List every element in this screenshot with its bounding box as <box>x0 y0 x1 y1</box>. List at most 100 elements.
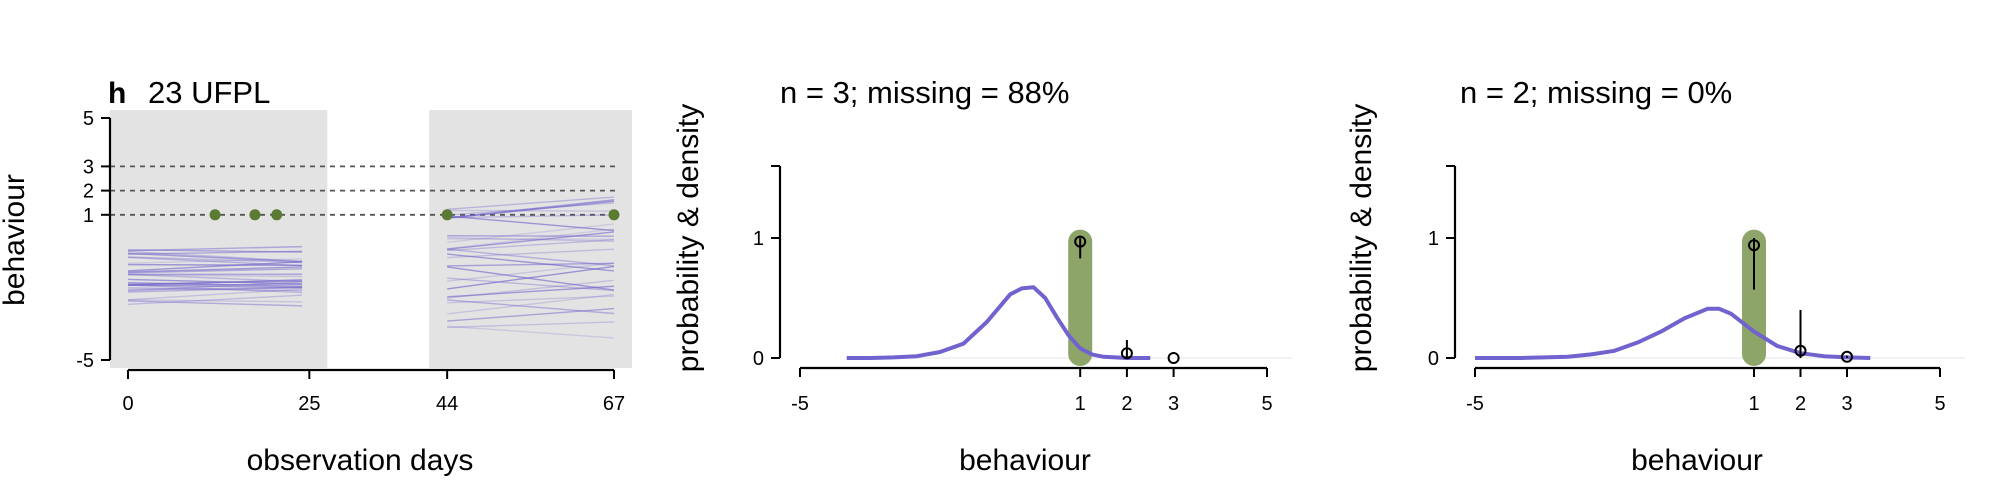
trajectory-line <box>127 256 303 267</box>
y-axis-title: probability & density <box>1345 104 1378 372</box>
observation-point <box>441 209 453 221</box>
x-tick-label: 0 <box>122 393 133 415</box>
panel-title: 23 UFPL <box>148 75 270 110</box>
y-tick-label: 2 <box>83 181 94 203</box>
trajectory-line <box>127 252 303 263</box>
x-tick-label: 44 <box>436 393 458 415</box>
y-tick-label: 0 <box>1428 348 1439 370</box>
trajectory-line <box>127 284 303 289</box>
trajectory-line <box>447 202 615 216</box>
trajectory-line <box>447 277 615 292</box>
density-curve <box>846 285 1151 360</box>
trajectory-line <box>127 287 303 292</box>
trajectory-line <box>127 284 303 294</box>
trajectory-line <box>447 248 615 267</box>
trajectory-line <box>447 325 615 339</box>
probability-point <box>1748 239 1760 252</box>
shaded-period-0 <box>110 110 328 368</box>
y-axis-title: behaviour <box>0 174 31 306</box>
x-tick-label: 1 <box>1075 393 1086 415</box>
trajectory-line <box>447 238 615 252</box>
trajectory-line <box>127 278 303 285</box>
shaded-period-1 <box>429 110 632 368</box>
trajectory-line <box>447 266 615 291</box>
trajectory-line <box>447 196 615 211</box>
x-tick-label: 1 <box>1748 393 1759 415</box>
x-axis-title: observation days <box>247 444 474 477</box>
trajectory-line <box>127 280 303 286</box>
trajectory-line <box>447 223 615 244</box>
trajectory-line <box>127 266 303 273</box>
trajectory-line <box>127 261 303 272</box>
trajectory-line <box>127 273 303 283</box>
y-tick-label: -5 <box>76 350 94 372</box>
y-tick-label: 5 <box>83 108 94 130</box>
trajectory-line <box>127 250 303 262</box>
trajectory-line <box>447 321 615 329</box>
observed-value-highlight <box>1742 229 1766 366</box>
y-tick-label: 1 <box>83 205 94 227</box>
probability-point <box>1167 352 1180 364</box>
trajectory-line <box>447 295 615 304</box>
y-tick-label: 1 <box>753 228 764 250</box>
trajectory-line <box>127 294 303 306</box>
probability-point <box>1120 347 1133 360</box>
x-tick-label: -5 <box>1466 393 1484 415</box>
trajectory-line <box>447 248 615 259</box>
y-tick-label: 0 <box>753 348 764 370</box>
x-tick-label: 5 <box>1261 393 1272 415</box>
probability-point <box>1794 344 1807 357</box>
observed-value-highlight <box>1068 229 1093 366</box>
trajectory-line <box>127 286 303 293</box>
x-tick-label: -5 <box>791 393 809 415</box>
y-tick-label: 3 <box>83 156 94 178</box>
trajectory-line <box>127 299 303 303</box>
observation-point <box>608 209 620 221</box>
trajectory-line <box>127 258 303 264</box>
x-tick-label: 3 <box>1168 393 1179 415</box>
trajectory-line <box>127 249 303 253</box>
panel-letter: h <box>108 77 126 110</box>
trajectory-line <box>447 262 615 282</box>
observation-point <box>249 209 261 221</box>
density-curve <box>1475 306 1871 360</box>
x-tick-label: 2 <box>1121 393 1132 415</box>
trajectory-line <box>447 293 615 315</box>
x-axis-title: behaviour <box>959 444 1091 477</box>
trajectory-line <box>447 228 615 250</box>
trajectory-line <box>447 262 615 267</box>
y-tick-label: 1 <box>1428 228 1439 250</box>
panel-distribution-1: n = 3; missing = 88% behaviour probabili… <box>672 75 1292 477</box>
trajectory-line <box>447 215 615 232</box>
trajectory-line <box>447 265 615 290</box>
panel-title: n = 3; missing = 88% <box>780 75 1070 110</box>
x-tick-label: 3 <box>1841 393 1852 415</box>
trajectory-line <box>127 274 303 278</box>
trajectory-line <box>127 287 303 291</box>
trajectory-line <box>447 200 615 219</box>
trajectory-line <box>447 285 615 298</box>
probability-point <box>1074 235 1087 248</box>
trajectory-line <box>447 231 615 250</box>
observation-point <box>271 209 283 221</box>
trajectory-line <box>447 209 615 212</box>
x-axis-title: behaviour <box>1631 444 1763 477</box>
y-axis-title: probability & density <box>672 104 705 372</box>
trajectory-line <box>127 256 303 264</box>
trajectory-line <box>447 214 615 219</box>
probability-point <box>1841 350 1853 363</box>
trajectory-line <box>127 300 303 307</box>
trajectory-line <box>447 237 615 243</box>
x-tick-label: 5 <box>1934 393 1945 415</box>
trajectory-line <box>447 253 615 272</box>
x-tick-label: 25 <box>298 393 320 415</box>
x-tick-label: 67 <box>603 393 625 415</box>
panel-title: n = 2; missing = 0% <box>1460 75 1732 110</box>
trajectory-line <box>127 263 303 267</box>
x-tick-label: 2 <box>1795 393 1806 415</box>
trajectory-line <box>127 288 303 301</box>
panel-distribution-2: n = 2; missing = 0% behaviour probabilit… <box>1345 75 1965 477</box>
trajectory-line <box>127 268 303 274</box>
panel-observation-timeline: h 23 UFPL observation days behaviour 0 25… <box>0 75 632 477</box>
